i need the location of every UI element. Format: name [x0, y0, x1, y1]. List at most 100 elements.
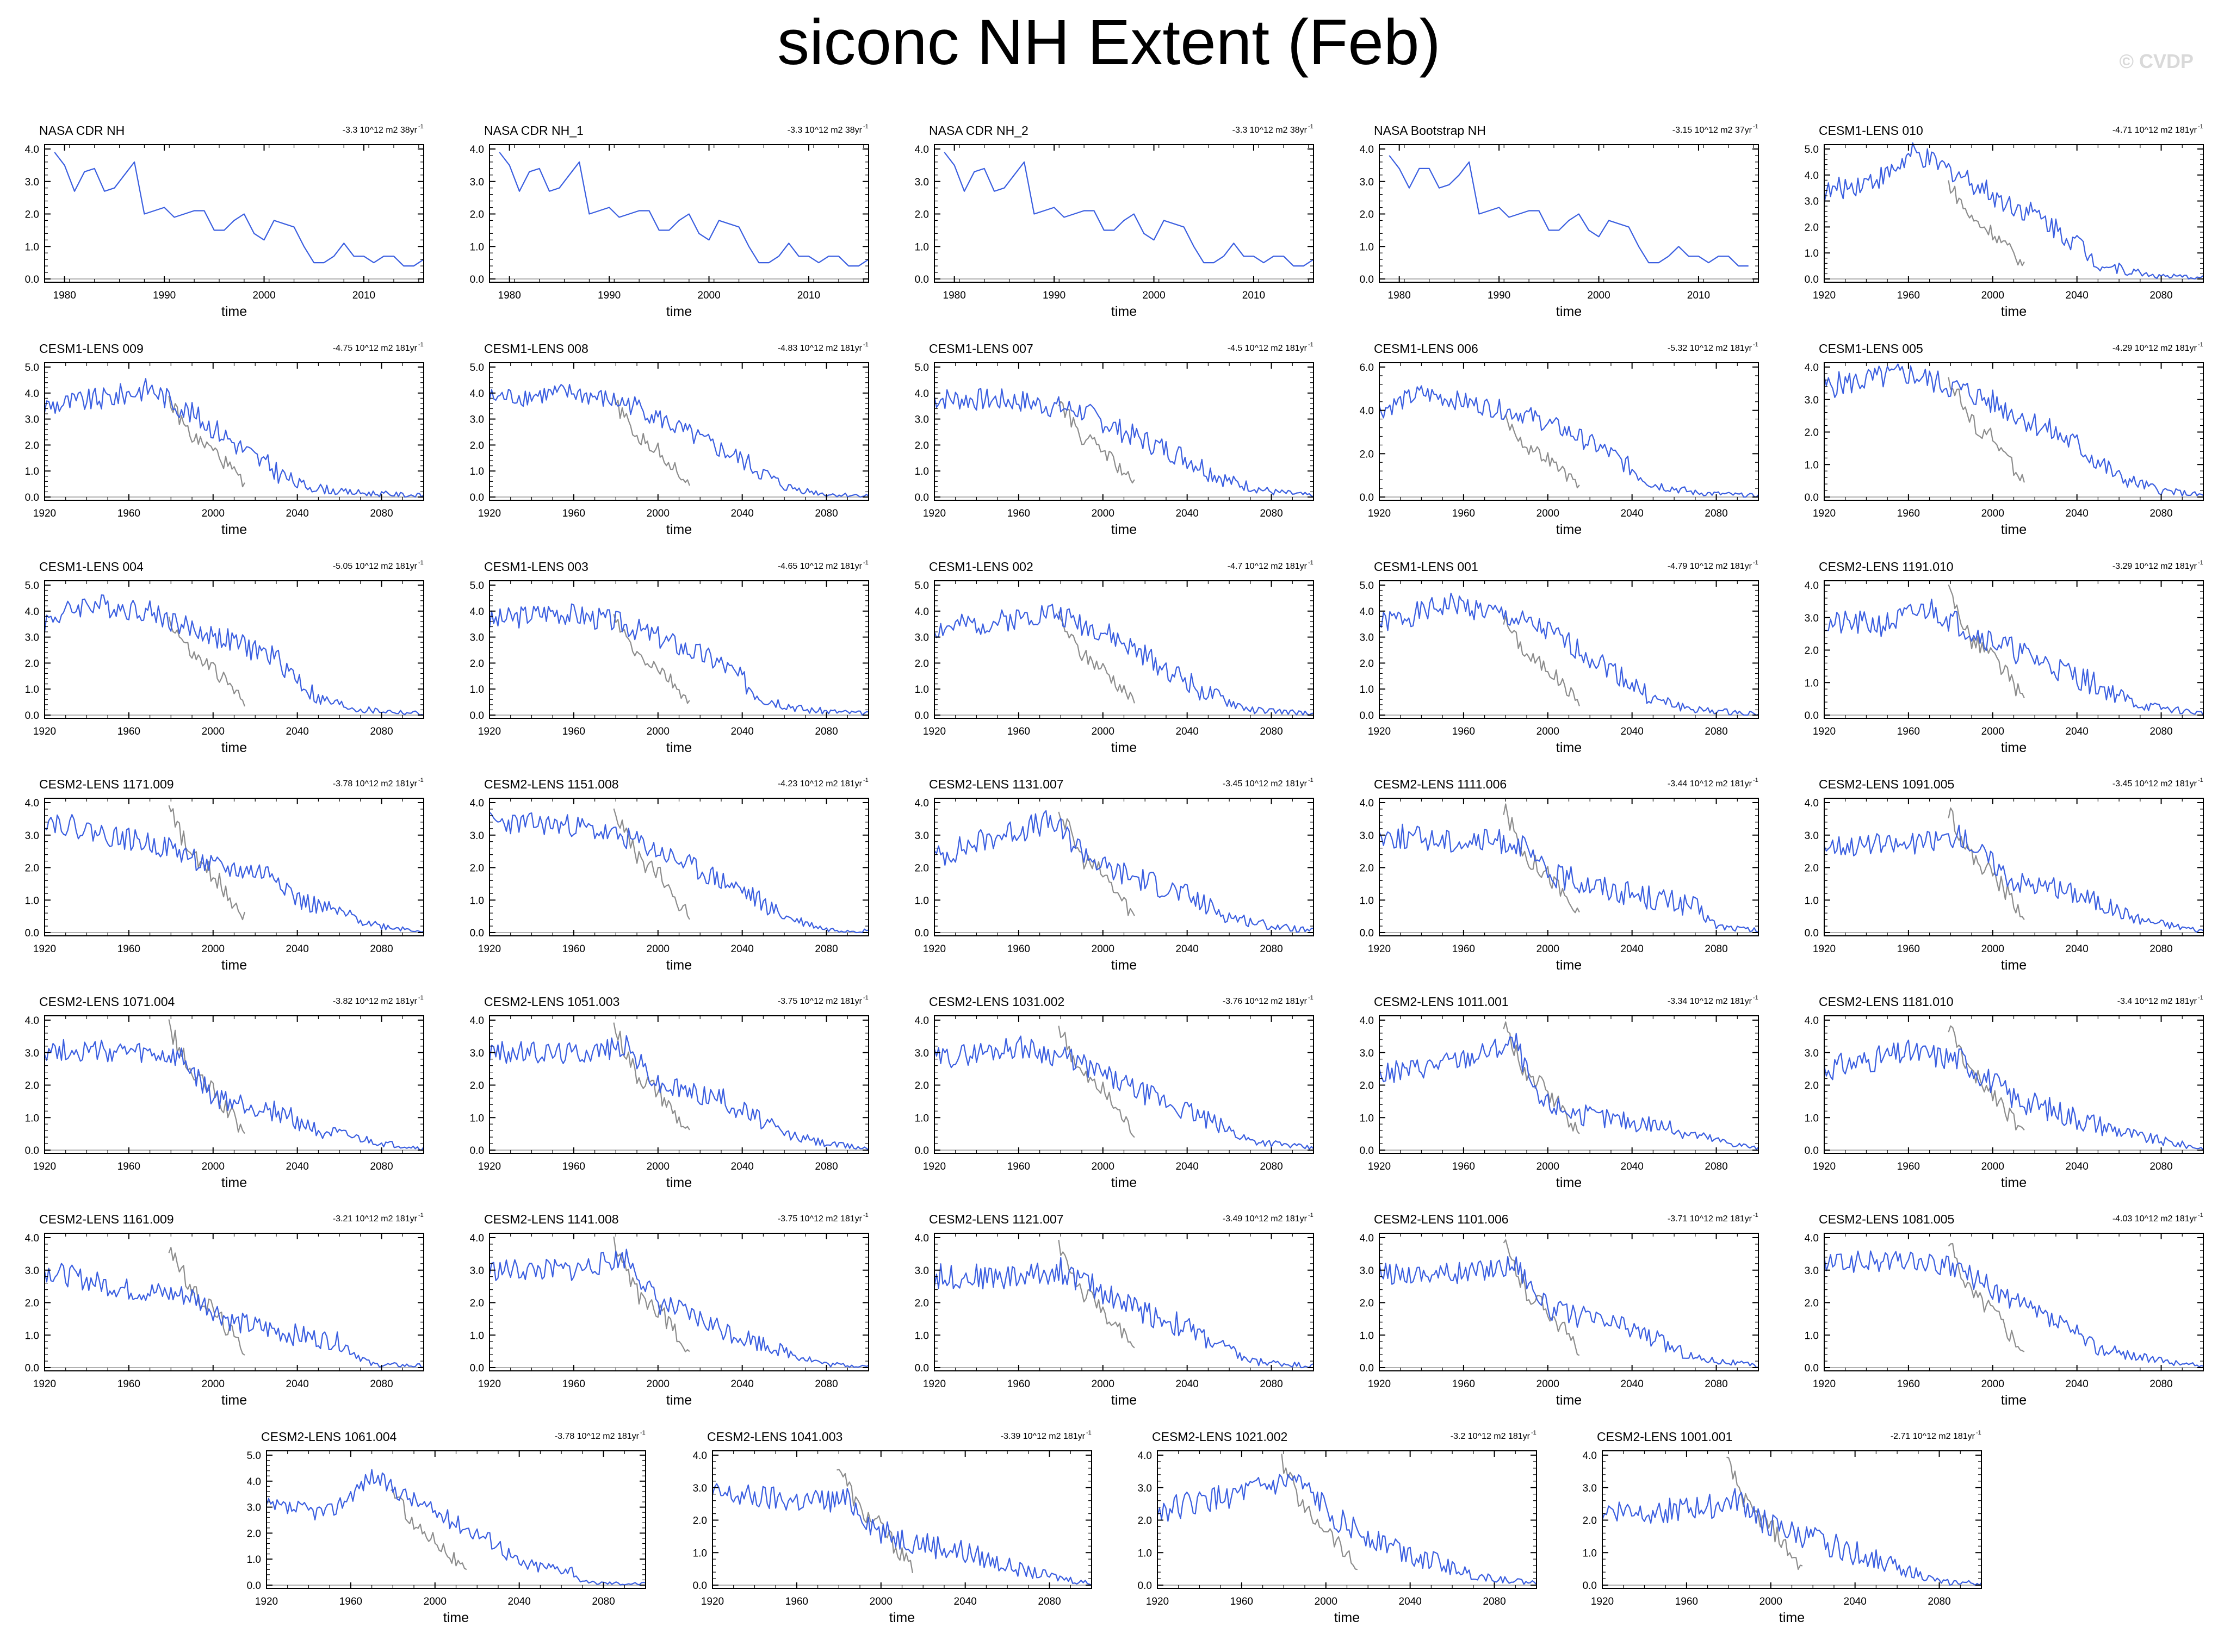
panel-title: CESM1-LENS 004 — [39, 560, 144, 574]
obs-series-line — [1948, 180, 2025, 266]
model-series-line — [1823, 363, 2204, 497]
x-tick-label: 1920 — [1368, 508, 1391, 519]
y-tick-label: 1.0 — [470, 1113, 484, 1124]
y-tick-label: 2.0 — [1360, 1298, 1374, 1309]
y-tick-label: 4.0 — [1805, 580, 1819, 592]
panel-trend: -4.65 10^12 m2 181yr — [778, 562, 863, 571]
x-tick-label: 2040 — [286, 726, 309, 737]
x-tick-label: 2000 — [1981, 508, 2004, 519]
y-tick-label: 4.0 — [25, 606, 39, 618]
panel-trend: -4.75 10^12 m2 181yr — [333, 344, 418, 353]
panel-title: CESM1-LENS 006 — [1374, 341, 1478, 356]
y-tick-label: 4.0 — [470, 798, 484, 809]
panel-title: CESM2-LENS 1051.003 — [484, 995, 619, 1009]
x-tick-label: 2080 — [1928, 1596, 1950, 1607]
x-tick-label: 1960 — [1452, 508, 1475, 519]
plot-frame — [44, 144, 424, 283]
chart-panel: NASA CDR NH_1 -3.3 10^12 m2 38yr -1 0.0 1.0 2… — [470, 123, 869, 319]
y-tick-label: 2.0 — [693, 1516, 707, 1527]
panel-title: CESM1-LENS 002 — [929, 560, 1033, 574]
x-tick-label: 1920 — [1368, 1378, 1391, 1390]
x-tick-label: 1960 — [1452, 1161, 1475, 1172]
x-tick-label: 1920 — [33, 1161, 56, 1172]
y-tick-label: 3.0 — [1360, 830, 1374, 842]
panel-trend-superscript: -1 — [863, 560, 869, 566]
model-series-line — [1378, 1033, 1759, 1150]
panel-title: CESM1-LENS 003 — [484, 560, 588, 574]
plot-frame — [1824, 1015, 2204, 1154]
y-tick-label: 3.0 — [25, 1048, 39, 1059]
y-tick-label: 3.0 — [25, 830, 39, 842]
panel-trend: -5.05 10^12 m2 181yr — [333, 562, 418, 571]
x-tick-label: 1920 — [1813, 726, 1836, 737]
y-tick-label: 0.0 — [25, 274, 39, 285]
x-tick-label: 2040 — [2066, 943, 2089, 955]
x-tick-label: 1960 — [1007, 943, 1030, 955]
x-tick-label: 2040 — [508, 1596, 531, 1607]
obs-series-line — [1503, 414, 1580, 489]
plot-frame — [1379, 144, 1759, 283]
panel-title: CESM2-LENS 1081.005 — [1819, 1212, 1954, 1226]
x-tick-label: 2040 — [731, 943, 754, 955]
y-tick-label: 5.0 — [247, 1450, 261, 1462]
x-tick-label: 2080 — [1705, 1161, 1727, 1172]
y-tick-label: 5.0 — [915, 580, 929, 592]
panel-trend: -3.3 10^12 m2 38yr — [788, 126, 863, 135]
y-tick-label: 4.0 — [915, 1015, 929, 1027]
y-tick-label: 1.0 — [915, 684, 929, 695]
panel-trend-superscript: -1 — [1086, 1430, 1092, 1436]
y-tick-label: 2.0 — [1360, 1080, 1374, 1092]
panel-trend-superscript: -1 — [2198, 560, 2203, 566]
y-tick-label: 1.0 — [1360, 1330, 1374, 1342]
y-tick-label: 2.0 — [470, 658, 484, 669]
obs-series-line — [168, 1247, 245, 1356]
y-tick-label: 0.0 — [1805, 274, 1819, 285]
plot-frame — [44, 362, 424, 501]
panel-title: CESM2-LENS 1121.007 — [929, 1212, 1064, 1226]
chart-panel: CESM2-LENS 1181.010 -3.4 10^12 m2 181yr -1… — [1805, 995, 2204, 1190]
x-tick-label: 1920 — [33, 508, 56, 519]
x-tick-label: 1960 — [117, 508, 140, 519]
obs-series-line — [168, 1019, 245, 1134]
x-tick-label: 2080 — [1260, 943, 1283, 955]
panel-trend-superscript: -1 — [1308, 560, 1314, 566]
panel-trend-superscript: -1 — [1308, 1212, 1314, 1219]
y-tick-label: 0.0 — [1360, 1145, 1374, 1157]
x-tick-label: 2080 — [370, 726, 393, 737]
chart-panel: CESM1-LENS 001 -4.79 10^12 m2 181yr -1 0.0 1… — [1360, 560, 1759, 755]
x-axis-label: time — [666, 1393, 692, 1408]
x-tick-label: 2010 — [352, 290, 375, 301]
y-tick-label: 5.0 — [1805, 144, 1819, 156]
x-axis-label: time — [1111, 958, 1137, 973]
panel-trend-superscript: -1 — [418, 341, 424, 348]
x-tick-label: 1960 — [562, 726, 585, 737]
x-tick-label: 2080 — [1038, 1596, 1061, 1607]
y-tick-label: 1.0 — [693, 1548, 707, 1559]
x-tick-label: 2080 — [1260, 1378, 1283, 1390]
y-tick-label: 4.0 — [470, 388, 484, 400]
y-tick-label: 2.0 — [25, 440, 39, 451]
y-tick-label: 1.0 — [1360, 241, 1374, 253]
y-tick-label: 0.0 — [1360, 1363, 1374, 1374]
obs-series-line — [613, 1236, 690, 1352]
chart-panel: CESM1-LENS 004 -5.05 10^12 m2 181yr -1 0.0 1… — [25, 560, 424, 755]
y-tick-label: 1.0 — [25, 241, 39, 253]
chart-panel: CESM2-LENS 1001.001 -2.71 10^12 m2 181yr -… — [1583, 1430, 1982, 1625]
panel-trend-superscript: -1 — [2198, 123, 2203, 130]
panel-trend-superscript: -1 — [2198, 995, 2203, 1001]
y-tick-label: 3.0 — [247, 1502, 261, 1514]
panel-trend: -3.76 10^12 m2 181yr — [1223, 997, 1308, 1006]
plot-frame — [489, 1015, 869, 1154]
y-tick-label: 2.0 — [25, 658, 39, 669]
x-tick-label: 2080 — [1705, 943, 1727, 955]
y-tick-label: 0.0 — [25, 928, 39, 939]
x-tick-label: 1920 — [478, 1161, 501, 1172]
y-tick-label: 4.0 — [25, 144, 39, 156]
x-axis-label: time — [221, 304, 247, 319]
x-tick-label: 2080 — [1705, 726, 1727, 737]
y-tick-label: 3.0 — [915, 1265, 929, 1277]
panel-trend-superscript: -1 — [863, 341, 869, 348]
x-tick-label: 2080 — [815, 1378, 838, 1390]
model-series-line — [1378, 823, 1759, 933]
chart-panel: CESM2-LENS 1021.002 -3.2 10^12 m2 181yr -1… — [1138, 1430, 1537, 1625]
